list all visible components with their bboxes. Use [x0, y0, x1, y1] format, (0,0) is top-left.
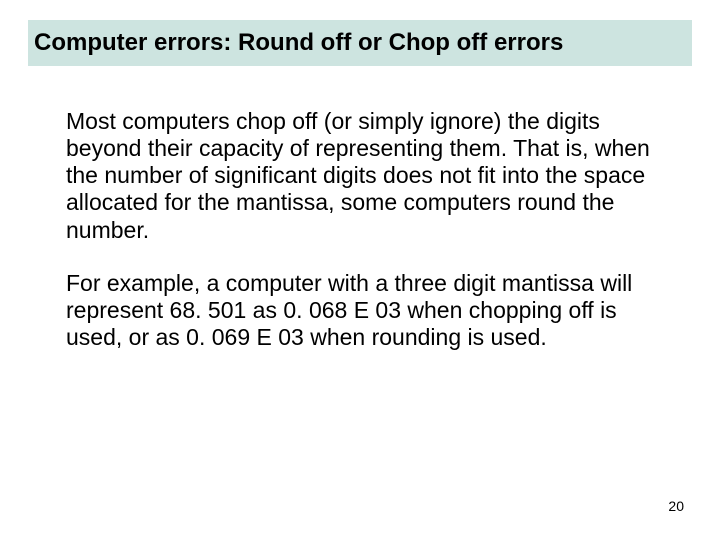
paragraph-1: Most computers chop off (or simply ignor… [66, 108, 666, 244]
slide-container: Computer errors: Round off or Chop off e… [0, 0, 720, 540]
page-number: 20 [668, 498, 684, 514]
title-bar: Computer errors: Round off or Chop off e… [28, 20, 692, 66]
slide-body: Most computers chop off (or simply ignor… [66, 108, 666, 377]
paragraph-2: For example, a computer with a three dig… [66, 270, 666, 351]
slide-title: Computer errors: Round off or Chop off e… [34, 29, 563, 57]
